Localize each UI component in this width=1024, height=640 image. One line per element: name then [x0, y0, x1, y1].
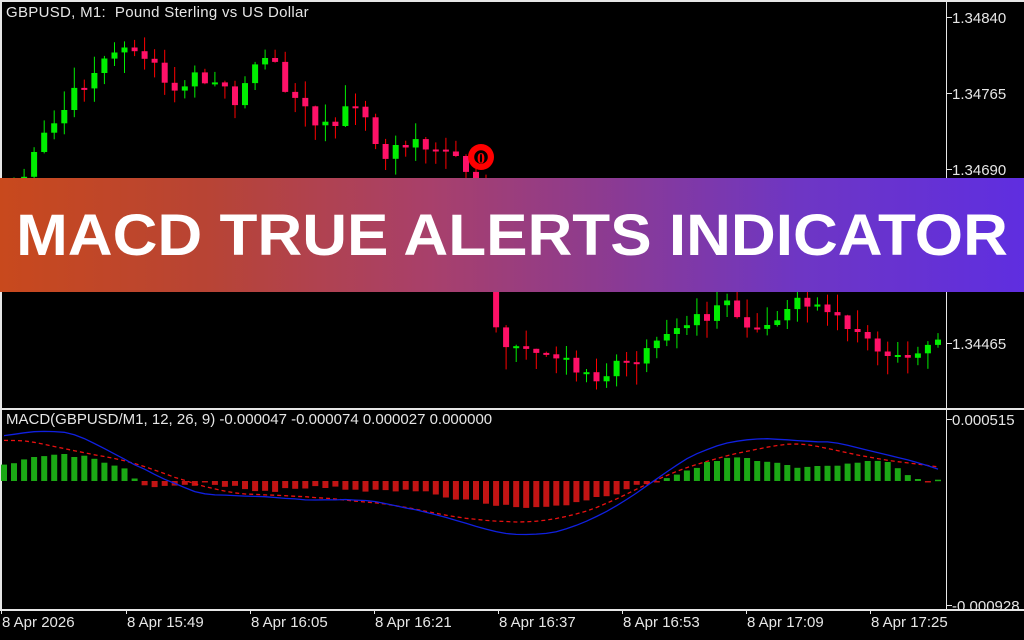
svg-text:0: 0 [477, 151, 485, 168]
